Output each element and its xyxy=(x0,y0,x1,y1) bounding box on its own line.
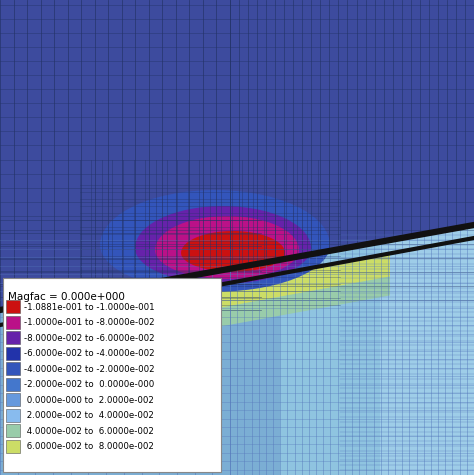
Text: -8.0000e-002 to -6.0000e-002: -8.0000e-002 to -6.0000e-002 xyxy=(24,333,155,342)
Bar xyxy=(6,424,20,437)
Polygon shape xyxy=(200,276,390,330)
Text: 2.0000e-002 to  4.0000e-002: 2.0000e-002 to 4.0000e-002 xyxy=(24,411,154,420)
Bar xyxy=(6,331,20,344)
Text: 4.0000e-002 to  6.0000e-002: 4.0000e-002 to 6.0000e-002 xyxy=(24,427,154,436)
Polygon shape xyxy=(380,225,474,475)
Text: -2.0000e-002 to  0.0000e-000: -2.0000e-002 to 0.0000e-000 xyxy=(24,380,154,389)
Bar xyxy=(6,393,20,406)
Bar xyxy=(6,378,20,390)
Bar xyxy=(3,278,221,472)
Polygon shape xyxy=(0,0,474,310)
Text: -1.0000e-001 to -8.0000e-002: -1.0000e-001 to -8.0000e-002 xyxy=(24,318,155,327)
Polygon shape xyxy=(120,199,320,288)
Text: Magfac = 0.000e+000: Magfac = 0.000e+000 xyxy=(8,292,125,302)
Text: -6.0000e-002 to -4.0000e-002: -6.0000e-002 to -4.0000e-002 xyxy=(24,349,155,358)
Bar xyxy=(6,408,20,421)
Text: -1.0881e-001 to -1.0000e-001: -1.0881e-001 to -1.0000e-001 xyxy=(24,303,155,312)
Polygon shape xyxy=(0,225,474,475)
Polygon shape xyxy=(155,216,299,279)
Bar xyxy=(6,439,20,453)
Text: 0.0000e-000 to  2.0000e-002: 0.0000e-000 to 2.0000e-002 xyxy=(24,396,154,405)
Bar xyxy=(6,315,20,329)
Bar xyxy=(6,362,20,375)
Bar xyxy=(6,300,20,313)
Polygon shape xyxy=(100,190,330,292)
Text: 6.0000e-002 to  8.0000e-002: 6.0000e-002 to 8.0000e-002 xyxy=(24,442,154,451)
Polygon shape xyxy=(135,206,311,284)
Polygon shape xyxy=(200,254,390,314)
Polygon shape xyxy=(181,231,285,272)
Bar xyxy=(6,346,20,360)
Text: -4.0000e-002 to -2.0000e-002: -4.0000e-002 to -2.0000e-002 xyxy=(24,365,155,374)
Polygon shape xyxy=(280,225,474,475)
